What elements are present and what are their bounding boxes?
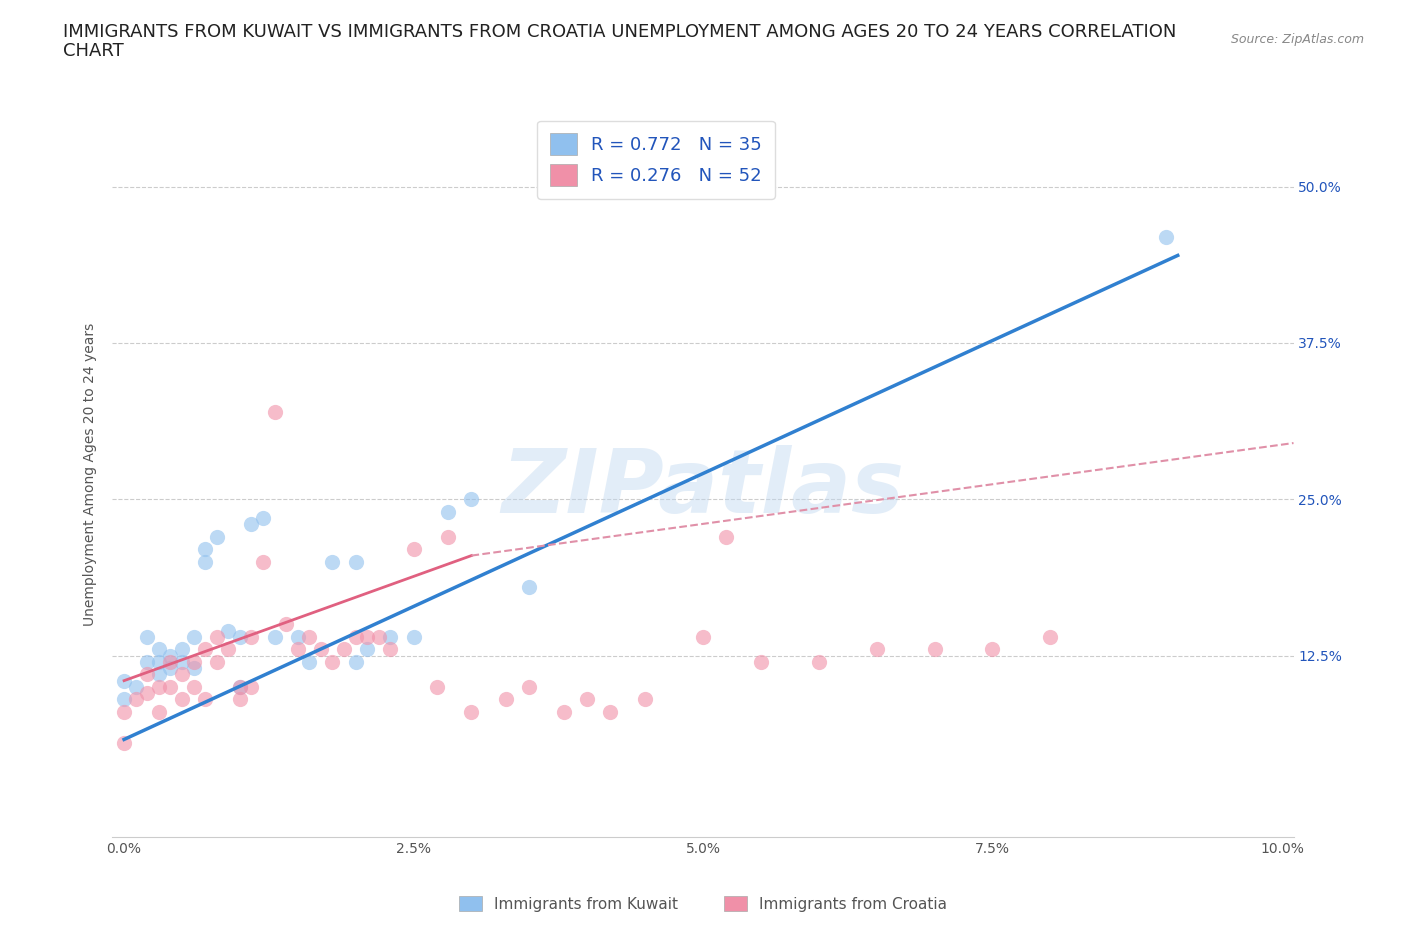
Point: [380, 630, 402, 644]
Point: [159, 660, 181, 675]
Point: [344, 655, 367, 670]
Point: [229, 692, 252, 707]
Point: [309, 642, 332, 657]
Point: [124, 680, 146, 695]
Point: [112, 673, 135, 688]
Point: [112, 736, 135, 751]
Point: [217, 623, 239, 638]
Point: [356, 630, 378, 644]
Text: ZIPatlas: ZIPatlas: [502, 445, 904, 532]
Point: [194, 692, 217, 707]
Point: [148, 680, 170, 695]
Point: [1154, 229, 1177, 244]
Point: [367, 630, 389, 644]
Point: [229, 680, 252, 695]
Point: [287, 630, 309, 644]
Point: [333, 642, 356, 657]
Point: [194, 542, 217, 557]
Point: [170, 692, 193, 707]
Point: [402, 542, 425, 557]
Point: [924, 642, 946, 657]
Point: [124, 692, 146, 707]
Point: [553, 705, 575, 720]
Point: [287, 642, 309, 657]
Point: [183, 680, 205, 695]
Point: [240, 680, 263, 695]
Point: [205, 630, 228, 644]
Point: [321, 655, 343, 670]
Point: [183, 630, 205, 644]
Point: [148, 705, 170, 720]
Point: [749, 655, 772, 670]
Point: [170, 642, 193, 657]
Point: [517, 680, 540, 695]
Point: [170, 655, 193, 670]
Point: [495, 692, 517, 707]
Point: [148, 667, 170, 682]
Point: [263, 630, 285, 644]
Point: [112, 705, 135, 720]
Point: [402, 630, 425, 644]
Point: [229, 680, 252, 695]
Text: CHART: CHART: [63, 42, 124, 60]
Point: [217, 642, 239, 657]
Point: [148, 655, 170, 670]
Point: [148, 642, 170, 657]
Point: [356, 642, 378, 657]
Legend: R = 0.772   N = 35, R = 0.276   N = 52: R = 0.772 N = 35, R = 0.276 N = 52: [537, 121, 775, 199]
Point: [159, 680, 181, 695]
Point: [170, 667, 193, 682]
Point: [205, 529, 228, 544]
Text: IMMIGRANTS FROM KUWAIT VS IMMIGRANTS FROM CROATIA UNEMPLOYMENT AMONG AGES 20 TO : IMMIGRANTS FROM KUWAIT VS IMMIGRANTS FRO…: [63, 23, 1177, 41]
Point: [252, 554, 274, 569]
Point: [866, 642, 889, 657]
Point: [240, 517, 263, 532]
Y-axis label: Unemployment Among Ages 20 to 24 years: Unemployment Among Ages 20 to 24 years: [83, 323, 97, 626]
Point: [807, 655, 830, 670]
Point: [263, 405, 285, 419]
Point: [576, 692, 599, 707]
Point: [136, 685, 159, 700]
Point: [136, 667, 159, 682]
Point: [437, 529, 460, 544]
Point: [437, 504, 460, 519]
Point: [276, 617, 298, 631]
Point: [426, 680, 449, 695]
Point: [194, 554, 217, 569]
Point: [229, 630, 252, 644]
Point: [159, 648, 181, 663]
Point: [240, 630, 263, 644]
Point: [517, 579, 540, 594]
Point: [252, 511, 274, 525]
Point: [112, 692, 135, 707]
Text: Source: ZipAtlas.com: Source: ZipAtlas.com: [1230, 33, 1364, 46]
Point: [714, 529, 737, 544]
Point: [380, 642, 402, 657]
Point: [159, 655, 181, 670]
Point: [634, 692, 657, 707]
Point: [344, 554, 367, 569]
Point: [183, 660, 205, 675]
Point: [344, 630, 367, 644]
Legend: Immigrants from Kuwait, Immigrants from Croatia: Immigrants from Kuwait, Immigrants from …: [453, 889, 953, 918]
Point: [460, 492, 482, 507]
Point: [1039, 630, 1062, 644]
Point: [194, 642, 217, 657]
Point: [692, 630, 714, 644]
Point: [460, 705, 482, 720]
Point: [298, 630, 321, 644]
Point: [981, 642, 1004, 657]
Point: [599, 705, 621, 720]
Point: [183, 655, 205, 670]
Point: [136, 655, 159, 670]
Point: [298, 655, 321, 670]
Point: [136, 630, 159, 644]
Point: [321, 554, 343, 569]
Point: [205, 655, 228, 670]
